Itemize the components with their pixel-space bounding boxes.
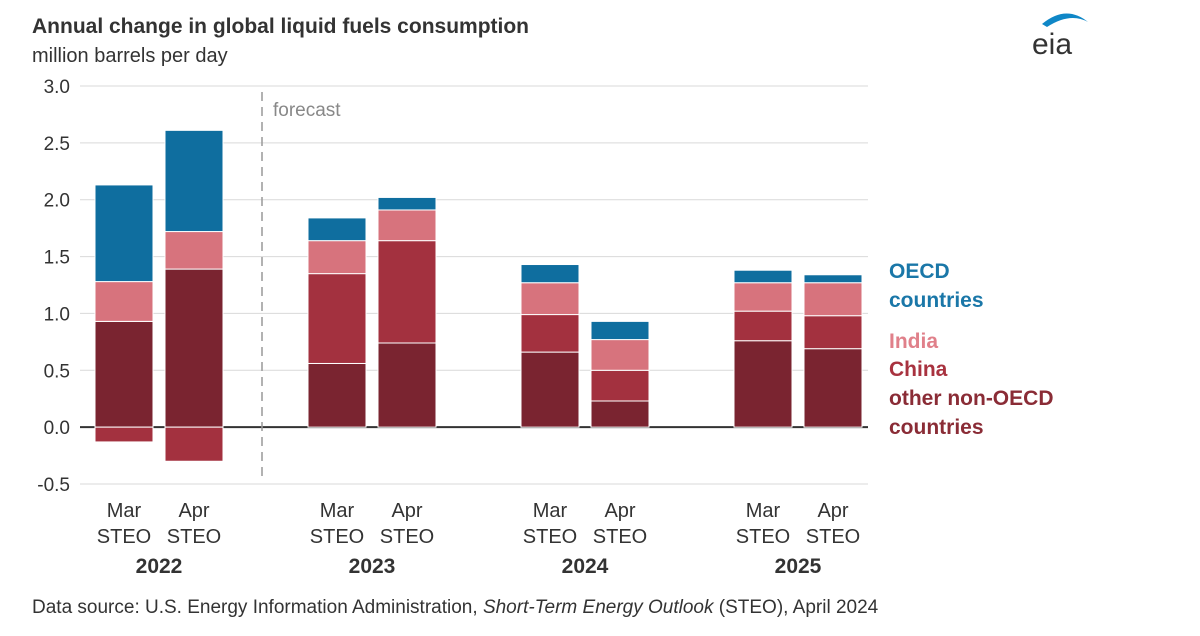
bar-segment xyxy=(94,184,154,283)
y-tick-label: 1.5 xyxy=(44,248,70,269)
bar-segment xyxy=(590,400,650,428)
bar-segment xyxy=(307,217,367,242)
bar-segment xyxy=(307,240,367,275)
x-tick-label-top: Mar xyxy=(746,500,781,522)
x-tick-label-top: Mar xyxy=(107,500,142,522)
bar-segment xyxy=(733,340,793,428)
bar-segment xyxy=(377,342,437,428)
bar-segment xyxy=(520,282,580,316)
legend-item: China xyxy=(889,358,948,381)
bars xyxy=(94,129,863,462)
eia-logo: eia xyxy=(1032,13,1088,61)
legend-label: countries xyxy=(889,289,984,312)
bar-stack xyxy=(377,196,437,428)
y-tick-label: -0.5 xyxy=(37,475,70,496)
x-tick-label-bottom: STEO xyxy=(736,526,790,548)
data-source: Data source: U.S. Energy Information Adm… xyxy=(32,597,879,618)
bar-segment xyxy=(164,426,224,462)
bar-stack xyxy=(590,320,650,428)
bar-segment xyxy=(803,315,863,350)
bar-segment xyxy=(520,351,580,428)
x-tick-label-top: Apr xyxy=(391,500,422,522)
bar-stack xyxy=(803,274,863,428)
y-tick-label: 3.0 xyxy=(44,77,70,98)
x-tick-label-bottom: STEO xyxy=(97,526,151,548)
bar-segment xyxy=(377,196,437,211)
bar-stack xyxy=(164,129,224,462)
data-source-prefix: Data source: U.S. Energy Information Adm… xyxy=(32,597,483,618)
eia-logo-swoosh xyxy=(1042,13,1088,27)
bar-segment xyxy=(590,339,650,371)
y-tick-label: 1.0 xyxy=(44,304,70,325)
bar-stack xyxy=(94,184,154,443)
bar-segment xyxy=(520,314,580,353)
legend: OECD countries India China other non-OECD cou… xyxy=(889,260,1053,439)
forecast-marker: forecast xyxy=(261,92,341,482)
bar-segment xyxy=(803,282,863,317)
bar-segment xyxy=(164,268,224,428)
forecast-label: forecast xyxy=(273,100,341,121)
bar-segment xyxy=(590,369,650,402)
legend-label: other non-OECD xyxy=(889,387,1053,410)
x-tick-label-bottom: STEO xyxy=(310,526,364,548)
bar-segment xyxy=(377,240,437,344)
bar-segment xyxy=(164,231,224,270)
data-source-suffix: (STEO), April 2024 xyxy=(714,597,879,618)
x-tick-label-top: Apr xyxy=(817,500,848,522)
x-tick-label-top: Mar xyxy=(533,500,568,522)
x-group-label: 2022 xyxy=(136,555,183,578)
legend-item: other non-OECD countries xyxy=(889,387,1053,439)
x-axis-labels: Mar STEO Apr STEO Mar STEO Apr STEO Mar STEO Apr ST… xyxy=(97,500,860,578)
legend-item: India xyxy=(889,330,938,353)
legend-label: countries xyxy=(889,416,984,439)
bar-segment xyxy=(94,281,154,322)
bar-segment xyxy=(803,274,863,284)
legend-label: China xyxy=(889,358,948,381)
legend-item: OECD countries xyxy=(889,260,984,312)
x-tick-label-bottom: STEO xyxy=(593,526,647,548)
x-group-label: 2024 xyxy=(562,555,609,578)
data-source-title: Short-Term Energy Outlook xyxy=(483,597,715,618)
bar-segment xyxy=(590,320,650,341)
x-tick-label-bottom: STEO xyxy=(806,526,860,548)
x-tick-label-top: Apr xyxy=(604,500,635,522)
chart-title: Annual change in global liquid fuels con… xyxy=(32,15,529,38)
bar-segment xyxy=(307,362,367,428)
bar-segment xyxy=(94,320,154,428)
x-tick-label-bottom: STEO xyxy=(380,526,434,548)
x-group-label: 2025 xyxy=(775,555,822,578)
bar-stack xyxy=(733,269,793,428)
eia-logo-text: eia xyxy=(1032,28,1072,61)
bar-segment xyxy=(733,282,793,312)
legend-label: India xyxy=(889,330,938,353)
bar-segment xyxy=(520,264,580,284)
chart-subtitle: million barrels per day xyxy=(32,45,228,67)
x-tick-label-top: Mar xyxy=(320,500,355,522)
bar-segment xyxy=(733,269,793,284)
x-tick-label-bottom: STEO xyxy=(167,526,221,548)
bar-segment xyxy=(377,209,437,242)
y-tick-label: 0.5 xyxy=(44,361,70,382)
bar-segment xyxy=(733,310,793,342)
x-tick-label-bottom: STEO xyxy=(523,526,577,548)
bar-stack xyxy=(520,264,580,428)
bar-segment xyxy=(164,129,224,233)
y-tick-label: 2.0 xyxy=(44,191,70,212)
legend-label: OECD xyxy=(889,260,950,283)
y-tick-label: 0.0 xyxy=(44,418,70,439)
y-axis-ticks: 3.0 2.5 2.0 1.5 1.0 0.5 0.0 -0.5 xyxy=(37,77,70,496)
bar-segment xyxy=(307,273,367,364)
y-tick-label: 2.5 xyxy=(44,134,70,155)
x-group-label: 2023 xyxy=(349,555,396,578)
bar-segment xyxy=(803,348,863,428)
bar-stack xyxy=(307,217,367,428)
bar-segment xyxy=(94,426,154,443)
x-tick-label-top: Apr xyxy=(178,500,209,522)
